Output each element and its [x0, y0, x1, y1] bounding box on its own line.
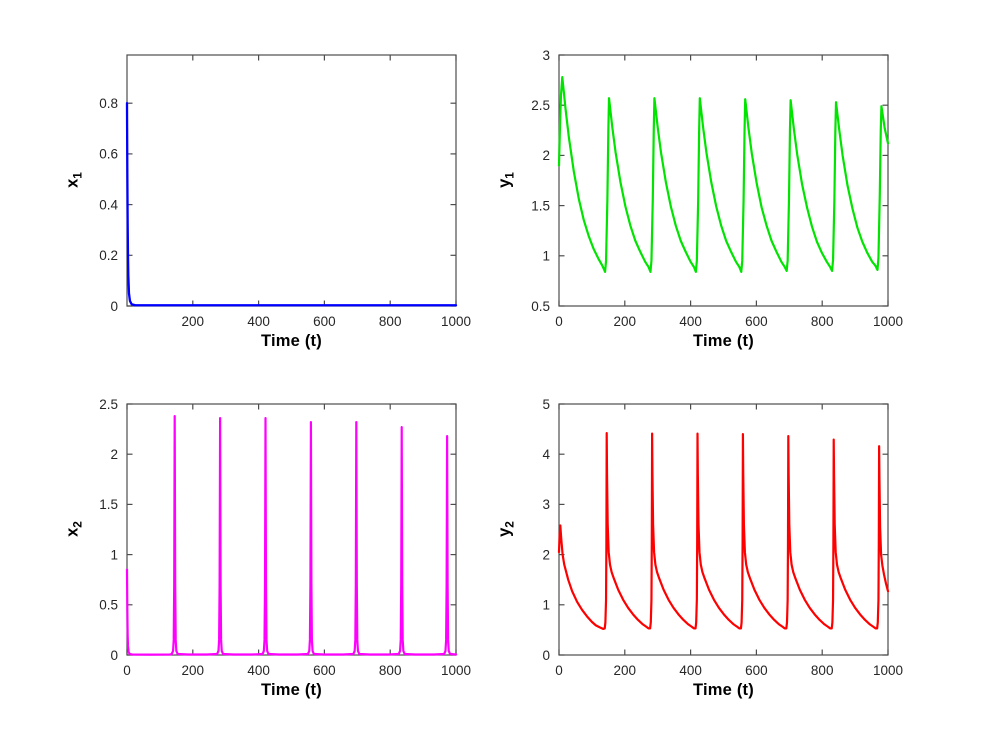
y-axis-label-y2: y2: [495, 521, 517, 537]
x-tick-label: 800: [379, 314, 402, 329]
y-tick-label: 4: [542, 447, 550, 462]
series-line-x1: [125, 102, 458, 307]
y-tick-label: 2.5: [531, 98, 550, 113]
plot-area-x1: 200 400 600 800 1000 0 0.2 0.4 0.6 0.8: [99, 54, 471, 329]
x-tick-label: 600: [313, 663, 336, 678]
x-tick-label: 600: [745, 314, 768, 329]
x-axis-label-y1: Time (t): [693, 332, 754, 350]
x-axis-label-y2: Time (t): [693, 681, 754, 699]
y-tick-label: 1: [542, 249, 550, 264]
y-tick-label: 0: [542, 648, 550, 663]
x-tick-label: 1000: [873, 663, 903, 678]
x-tick-label: 800: [811, 663, 834, 678]
axes-box: [126, 54, 457, 307]
plot-area-x2: 0 200 400 600 800 1000 0 0.5 1 1.5 2 2.5: [99, 397, 471, 678]
x-tick-label: 0: [555, 314, 563, 329]
y-tick-label: 0.5: [99, 598, 118, 613]
y-tick-label: 1: [110, 547, 118, 562]
x-tick-label: 200: [614, 314, 637, 329]
y-tick-label: 3: [542, 48, 550, 63]
series-line-x2: [125, 414, 458, 656]
x-tick-label: 1000: [873, 314, 903, 329]
subplot-y2: 0 200 400 600 800 1000 0 1 2 3 4 5 y2 Time (t): [479, 379, 918, 730]
y-axis-label-y1: y1: [495, 172, 517, 188]
x-tick-label: 200: [182, 314, 205, 329]
x-tick-label: 800: [379, 663, 402, 678]
x-tick-label: 400: [247, 314, 270, 329]
x-tick-label: 600: [745, 663, 768, 678]
axes-box: [558, 54, 889, 307]
x-tick-label: 800: [811, 314, 834, 329]
y-tick-label: 2: [542, 148, 550, 163]
y-tick-label: 2: [542, 547, 550, 562]
y-tick-label: 0.5: [531, 299, 550, 314]
y-tick-label: 0: [110, 299, 118, 314]
x-tick-label: 600: [313, 314, 336, 329]
y-tick-label: 0.4: [99, 197, 118, 212]
x-tick-label: 200: [614, 663, 637, 678]
series-line-y1: [557, 75, 890, 273]
y-tick-label: 2: [110, 447, 118, 462]
x-tick-label: 200: [182, 663, 205, 678]
y-axis-label-x1: x1: [63, 172, 85, 188]
subplot-y1: 0 200 400 600 800 1000 0.5 1 1.5 2 2.5 3 y1 Time (t…: [479, 30, 918, 381]
x-axis-label-x2: Time (t): [261, 681, 322, 699]
y-tick-label: 0.2: [99, 248, 118, 263]
y-tick-label: 5: [542, 397, 550, 412]
x-tick-label: 1000: [441, 314, 471, 329]
plot-area-y1: 0 200 400 600 800 1000 0.5 1 1.5 2 2.5 3: [531, 48, 903, 329]
x-tick-label: 400: [679, 314, 702, 329]
x-axis-label-x1: Time (t): [261, 332, 322, 350]
x-tick-label: 0: [555, 663, 563, 678]
series-line-y2: [557, 432, 890, 630]
y-tick-label: 1: [542, 598, 550, 613]
y-tick-label: 0.6: [99, 147, 118, 162]
subplot-x2: 0 200 400 600 800 1000 0 0.5 1 1.5 2 2.5 x2 Time (t…: [47, 379, 486, 730]
subplot-x1: 200 400 600 800 1000 0 0.2 0.4 0.6 0.8 x1 Time (t…: [47, 30, 486, 381]
y-tick-label: 1.5: [99, 497, 118, 512]
y-tick-label: 2.5: [99, 397, 118, 412]
x-tick-label: 400: [247, 663, 270, 678]
y-tick-label: 0.8: [99, 96, 118, 111]
y-tick-label: 1.5: [531, 198, 550, 213]
x-tick-label: 1000: [441, 663, 471, 678]
x-tick-label: 0: [123, 663, 131, 678]
y-tick-label: 0: [110, 648, 118, 663]
y-tick-label: 3: [542, 497, 550, 512]
plot-area-y2: 0 200 400 600 800 1000 0 1 2 3 4 5: [542, 397, 903, 678]
y-axis-label-x2: x2: [63, 521, 85, 537]
x-tick-label: 400: [679, 663, 702, 678]
